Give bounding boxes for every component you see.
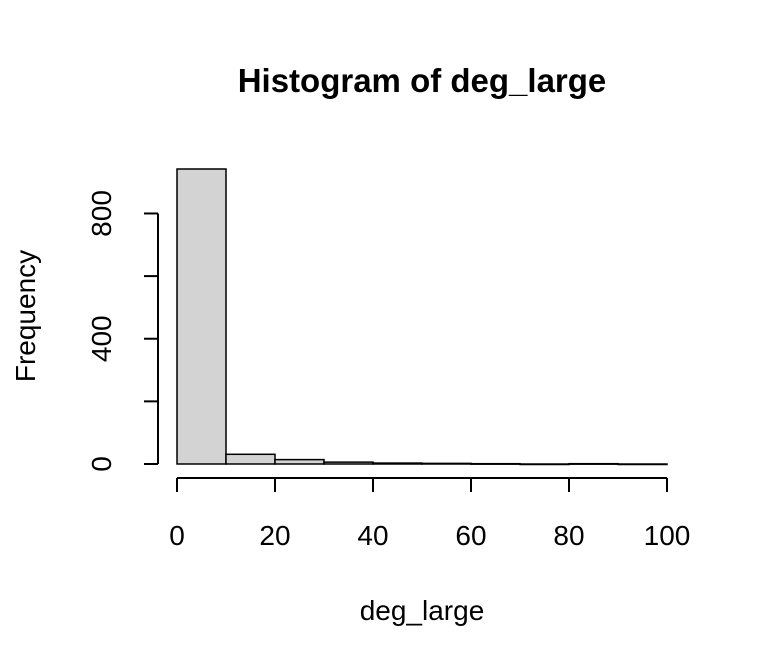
y-tick-label-400: 400 [86, 315, 117, 362]
x-axis: 0 20 40 60 80 100 [169, 477, 691, 551]
x-axis-label: deg_large [360, 595, 485, 626]
histogram-bar-5 [421, 462, 472, 465]
x-tick-label-0: 0 [169, 520, 185, 551]
histogram-bar-6 [470, 462, 521, 465]
histogram-bar-8 [568, 462, 619, 465]
y-axis: 0 400 800 [86, 190, 159, 472]
x-tick-label-60: 60 [455, 520, 486, 551]
x-tick-label-100: 100 [644, 520, 691, 551]
y-tick-label-800: 800 [86, 190, 117, 237]
histogram-bar-4 [372, 462, 423, 465]
histogram-bar-1 [225, 453, 276, 465]
x-tick-label-20: 20 [259, 520, 290, 551]
histogram-bar-0 [176, 168, 227, 465]
histogram-bar-3 [323, 461, 374, 465]
bars-group [176, 168, 668, 466]
y-axis-label: Frequency [10, 250, 41, 382]
y-tick-label-0: 0 [86, 456, 117, 472]
histogram-bar-7 [519, 463, 570, 466]
chart-title: Histogram of deg_large [238, 62, 607, 99]
x-tick-label-80: 80 [553, 520, 584, 551]
histogram-bar-2 [274, 458, 325, 465]
histogram-bar-9 [617, 463, 668, 466]
x-tick-label-40: 40 [357, 520, 388, 551]
